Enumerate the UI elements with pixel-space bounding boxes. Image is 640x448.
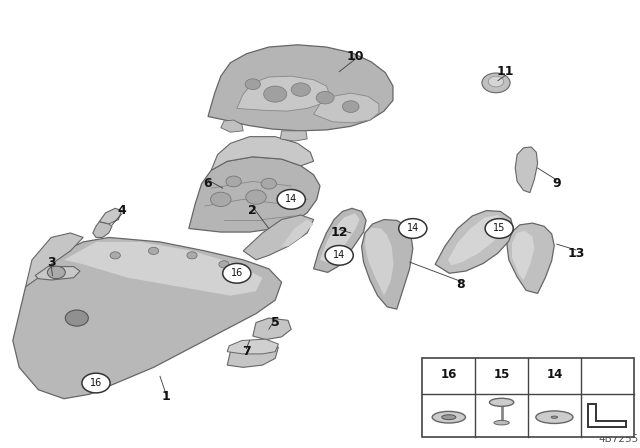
Text: 7: 7 — [242, 345, 251, 358]
Text: 6: 6 — [204, 177, 212, 190]
Text: 14: 14 — [546, 367, 563, 381]
Polygon shape — [282, 220, 314, 246]
Text: 14: 14 — [333, 250, 346, 260]
Circle shape — [65, 310, 88, 326]
Circle shape — [245, 79, 260, 90]
Polygon shape — [362, 220, 413, 309]
Polygon shape — [515, 147, 538, 193]
Ellipse shape — [432, 411, 465, 423]
Polygon shape — [253, 318, 291, 340]
Circle shape — [488, 76, 504, 87]
Circle shape — [226, 176, 241, 187]
Circle shape — [316, 91, 334, 104]
Polygon shape — [320, 213, 360, 263]
Polygon shape — [280, 131, 307, 141]
Ellipse shape — [490, 398, 514, 406]
Polygon shape — [435, 211, 513, 273]
Ellipse shape — [442, 415, 456, 420]
Polygon shape — [13, 237, 282, 399]
Text: 14: 14 — [285, 194, 298, 204]
Polygon shape — [507, 223, 554, 293]
Ellipse shape — [494, 420, 509, 425]
Text: 10: 10 — [346, 49, 364, 63]
Circle shape — [246, 190, 266, 204]
Circle shape — [482, 73, 510, 93]
FancyBboxPatch shape — [422, 358, 634, 437]
Polygon shape — [99, 208, 122, 224]
Circle shape — [187, 252, 197, 259]
Text: 3: 3 — [47, 255, 56, 269]
Polygon shape — [243, 215, 314, 260]
Text: 13: 13 — [567, 246, 585, 260]
Ellipse shape — [536, 411, 573, 423]
Polygon shape — [221, 120, 243, 132]
Polygon shape — [211, 137, 314, 170]
Circle shape — [399, 219, 427, 238]
Text: 4B7255: 4B7255 — [598, 434, 639, 444]
Circle shape — [342, 101, 359, 112]
Text: 2: 2 — [248, 204, 257, 217]
Polygon shape — [314, 93, 379, 123]
Text: 11: 11 — [497, 65, 515, 78]
Text: 15: 15 — [493, 224, 506, 233]
Circle shape — [110, 252, 120, 259]
Text: 16: 16 — [440, 367, 457, 381]
Circle shape — [485, 219, 513, 238]
Polygon shape — [314, 208, 366, 272]
Circle shape — [279, 193, 297, 206]
Polygon shape — [237, 76, 330, 111]
Circle shape — [264, 86, 287, 102]
Circle shape — [211, 192, 231, 207]
Polygon shape — [227, 341, 278, 367]
Circle shape — [82, 373, 110, 393]
Text: 1: 1 — [162, 390, 171, 403]
Polygon shape — [189, 157, 320, 232]
Polygon shape — [35, 267, 80, 280]
Polygon shape — [26, 233, 83, 287]
Circle shape — [47, 266, 65, 279]
Circle shape — [325, 246, 353, 265]
Polygon shape — [64, 242, 262, 296]
Circle shape — [223, 263, 251, 283]
Text: 4: 4 — [117, 204, 126, 217]
Polygon shape — [365, 228, 394, 296]
Circle shape — [219, 261, 229, 268]
Polygon shape — [208, 45, 393, 131]
Text: 16: 16 — [90, 378, 102, 388]
Polygon shape — [512, 231, 534, 280]
Text: 5: 5 — [271, 316, 280, 329]
Circle shape — [261, 178, 276, 189]
Text: 8: 8 — [456, 278, 465, 291]
Polygon shape — [93, 222, 112, 237]
Text: 9: 9 — [552, 177, 561, 190]
Text: 14: 14 — [406, 224, 419, 233]
Text: 15: 15 — [493, 367, 510, 381]
Circle shape — [291, 83, 310, 96]
Circle shape — [148, 247, 159, 254]
Text: 16: 16 — [230, 268, 243, 278]
Ellipse shape — [551, 416, 557, 418]
Polygon shape — [227, 339, 278, 354]
Polygon shape — [448, 215, 506, 265]
Circle shape — [277, 190, 305, 209]
Text: 12: 12 — [330, 226, 348, 240]
